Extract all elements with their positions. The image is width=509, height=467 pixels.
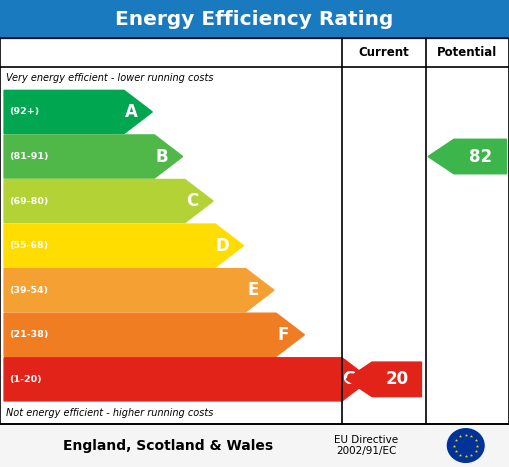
Text: (1-20): (1-20) — [9, 375, 42, 384]
Text: (81-91): (81-91) — [9, 152, 49, 161]
Text: 82: 82 — [469, 148, 492, 165]
Text: B: B — [155, 148, 168, 165]
Text: E: E — [247, 281, 259, 299]
Circle shape — [447, 429, 484, 462]
Text: D: D — [215, 237, 229, 255]
Text: Energy Efficiency Rating: Energy Efficiency Rating — [116, 10, 393, 28]
Polygon shape — [4, 313, 304, 356]
Text: (69-80): (69-80) — [9, 197, 48, 205]
Text: England, Scotland & Wales: England, Scotland & Wales — [63, 439, 273, 453]
Text: Potential: Potential — [437, 46, 497, 59]
Polygon shape — [4, 135, 183, 178]
Text: EU Directive
2002/91/EC: EU Directive 2002/91/EC — [334, 435, 399, 456]
Bar — [0, 0, 509, 38]
Text: Current: Current — [358, 46, 409, 59]
Text: (55-68): (55-68) — [9, 241, 48, 250]
Text: 20: 20 — [385, 370, 408, 389]
Polygon shape — [4, 179, 213, 223]
Polygon shape — [428, 139, 506, 174]
Text: (92+): (92+) — [9, 107, 39, 116]
Text: A: A — [125, 103, 137, 121]
Text: Not energy efficient - higher running costs: Not energy efficient - higher running co… — [6, 408, 213, 418]
Text: (39-54): (39-54) — [9, 286, 48, 295]
Polygon shape — [4, 224, 243, 267]
Text: G: G — [342, 370, 356, 389]
Text: F: F — [277, 326, 289, 344]
Text: C: C — [186, 192, 198, 210]
Bar — [0, 424, 509, 467]
Polygon shape — [4, 358, 370, 401]
Polygon shape — [346, 362, 421, 396]
Polygon shape — [4, 269, 274, 312]
Bar — [0, 38, 509, 424]
Text: (21-38): (21-38) — [9, 330, 48, 339]
Polygon shape — [4, 91, 152, 134]
Text: Very energy efficient - lower running costs: Very energy efficient - lower running co… — [6, 73, 214, 84]
